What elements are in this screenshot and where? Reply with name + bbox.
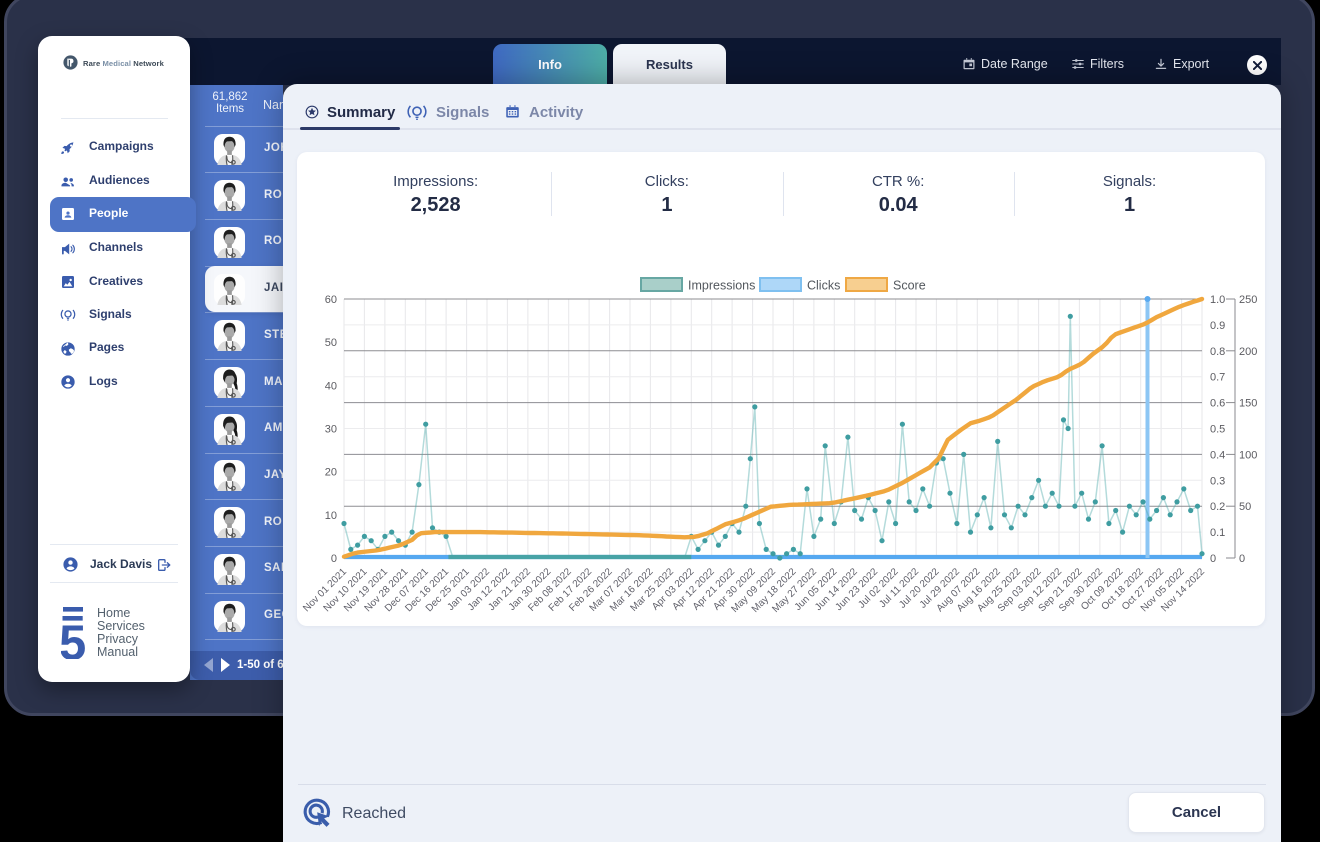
svg-text:0.3: 0.3 <box>1210 475 1225 487</box>
svg-text:30: 30 <box>325 424 337 436</box>
svg-text:100: 100 <box>1239 449 1257 461</box>
svg-text:Clicks: Clicks <box>807 279 840 293</box>
svg-text:Score: Score <box>893 279 926 293</box>
svg-text:250: 250 <box>1239 294 1257 306</box>
svg-text:0.6: 0.6 <box>1210 398 1225 410</box>
svg-text:Impressions: Impressions <box>688 279 755 293</box>
svg-text:0.2: 0.2 <box>1210 501 1225 513</box>
svg-text:20: 20 <box>325 467 337 479</box>
svg-text:60: 60 <box>325 294 337 306</box>
svg-text:40: 40 <box>325 380 337 392</box>
svg-text:0: 0 <box>331 553 337 565</box>
svg-text:0.4: 0.4 <box>1210 449 1225 461</box>
svg-text:150: 150 <box>1239 398 1257 410</box>
svg-text:50: 50 <box>325 337 337 349</box>
svg-text:0: 0 <box>1210 553 1216 565</box>
svg-text:200: 200 <box>1239 346 1257 358</box>
svg-text:0.8: 0.8 <box>1210 346 1225 358</box>
svg-text:0.9: 0.9 <box>1210 320 1225 332</box>
svg-text:0.5: 0.5 <box>1210 424 1225 436</box>
svg-text:10: 10 <box>325 510 337 522</box>
svg-text:0.1: 0.1 <box>1210 527 1225 539</box>
svg-text:0: 0 <box>1239 553 1245 565</box>
svg-text:5: 5 <box>61 617 86 660</box>
svg-text:50: 50 <box>1239 501 1251 513</box>
svg-text:0.7: 0.7 <box>1210 372 1225 384</box>
svg-text:1.0: 1.0 <box>1210 294 1225 306</box>
